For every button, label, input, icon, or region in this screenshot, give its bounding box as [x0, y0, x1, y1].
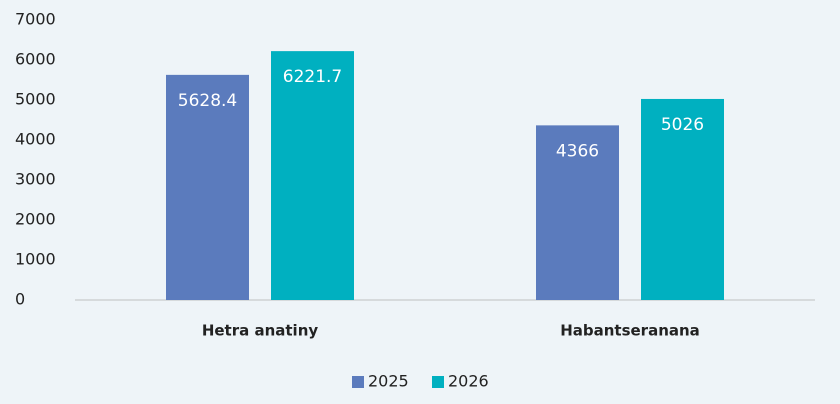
y-tick-label: 4000 [15, 130, 56, 149]
bar [271, 51, 354, 300]
y-tick-label: 1000 [15, 250, 56, 269]
bar [641, 98, 724, 301]
data-label: 4366 [556, 141, 599, 161]
y-tick-label: 7000 [15, 10, 56, 29]
legend-label: 2026 [448, 372, 489, 391]
bar [166, 74, 249, 300]
y-tick-label: 6000 [15, 50, 56, 69]
legend-label: 2025 [368, 372, 409, 391]
legend-swatch [352, 376, 364, 388]
x-tick-label: Hetra anatiny [202, 322, 319, 340]
data-label: 6221.7 [283, 67, 342, 87]
bar [536, 125, 619, 300]
data-label: 5026 [661, 115, 704, 135]
data-label: 5628.4 [178, 91, 237, 111]
y-tick-label: 2000 [15, 210, 56, 229]
legend-swatch [432, 376, 444, 388]
y-tick-label: 0 [15, 290, 25, 309]
x-tick-label: Habantseranana [560, 322, 700, 340]
y-tick-label: 3000 [15, 170, 56, 189]
y-tick-label: 5000 [15, 90, 56, 109]
